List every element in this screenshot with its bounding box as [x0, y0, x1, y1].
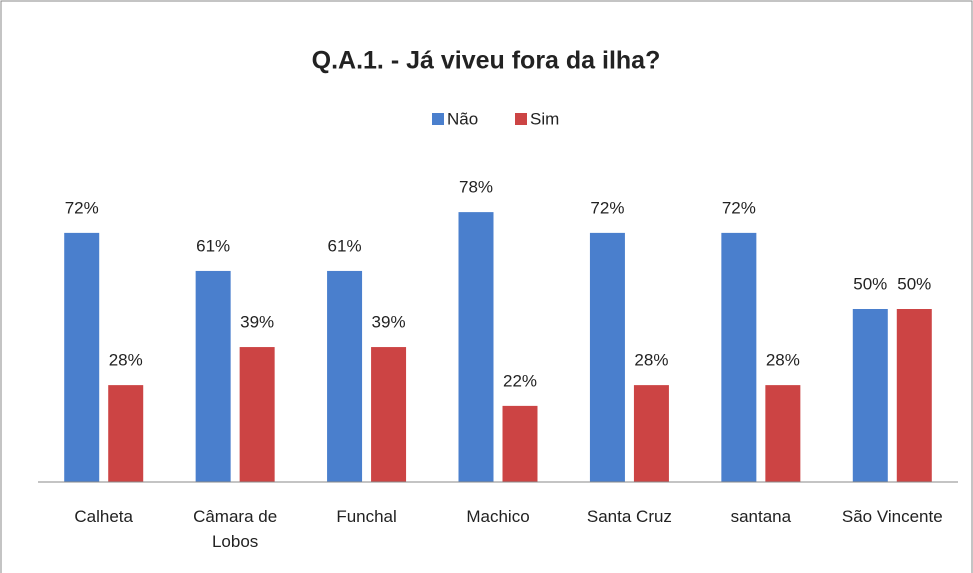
bar	[458, 212, 494, 482]
data-label: 78%	[459, 178, 493, 197]
bar	[239, 347, 275, 482]
bar	[108, 385, 144, 482]
x-tick-label: Calheta	[74, 507, 133, 526]
data-label: 39%	[240, 313, 274, 332]
bar	[502, 405, 538, 482]
x-tick-label: Câmara de Lobos	[193, 507, 278, 551]
data-label: 50%	[897, 274, 931, 293]
bar	[765, 385, 801, 482]
legend-label: Sim	[530, 109, 559, 128]
data-label: 22%	[503, 371, 537, 390]
x-tick-label: São Vincente	[841, 507, 943, 526]
chart-title: Q.A.1. - Já viveu fora da ilha?	[312, 47, 661, 75]
bar	[633, 385, 669, 482]
bar	[327, 270, 363, 482]
legend-swatch	[432, 113, 444, 125]
x-tick-label: Santa Cruz	[586, 507, 672, 526]
x-tick-label: Machico	[466, 507, 530, 526]
legend-swatch	[515, 113, 527, 125]
bar	[589, 232, 625, 482]
data-label: 28%	[109, 351, 143, 370]
bar	[64, 232, 100, 482]
data-label: 72%	[590, 198, 624, 217]
data-label: 39%	[372, 313, 406, 332]
bar	[195, 270, 231, 482]
data-label: 72%	[722, 198, 756, 217]
bar	[721, 232, 757, 482]
x-tick-label: santana	[730, 507, 792, 526]
data-label: 28%	[766, 351, 800, 370]
data-label: 50%	[853, 274, 887, 293]
data-label: 61%	[196, 236, 230, 255]
data-label: 61%	[328, 236, 362, 255]
data-label: 72%	[65, 198, 99, 217]
x-tick-label: Funchal	[336, 507, 397, 526]
bar	[852, 309, 888, 482]
legend-label: Não	[447, 109, 478, 128]
data-label: 28%	[634, 351, 668, 370]
bar	[896, 309, 932, 482]
bar	[371, 347, 407, 482]
